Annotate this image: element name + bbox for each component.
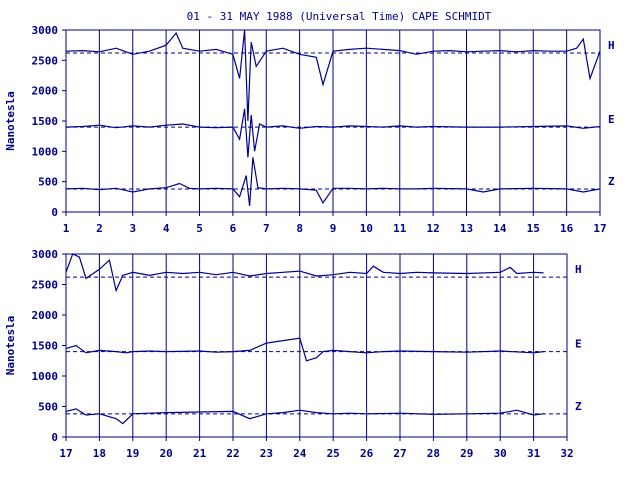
y-tick-label: 0 [51,206,58,219]
y-tick-label: 1500 [32,115,59,128]
series-line-z [65,157,601,206]
chart-title: 01 - 31 MAY 1988 (Universal Time) CAPE S… [187,10,492,23]
x-tick-label: 29 [460,447,473,460]
x-tick-label: 32 [560,447,573,460]
x-tick-label: 9 [330,222,337,235]
series-line-h [65,29,601,122]
x-tick-label: 14 [493,222,507,235]
y-tick-label: 2000 [32,85,59,98]
x-tick-label: 13 [460,222,473,235]
y-tick-label: 1000 [32,145,59,158]
series-line-e [65,108,601,158]
x-tick-label: 4 [163,222,170,235]
x-tick-label: 26 [360,447,374,460]
component-label-z: Z [575,400,582,413]
x-tick-label: 5 [196,222,203,235]
y-tick-label: 0 [51,431,58,444]
plot-frame [65,253,568,438]
x-tick-label: 3 [129,222,136,235]
x-tick-label: 17 [593,222,606,235]
x-tick-label: 11 [393,222,407,235]
x-tick-label: 23 [260,447,273,460]
x-tick-label: 19 [126,447,139,460]
y-tick-label: 1500 [32,340,59,353]
x-tick-label: 30 [494,447,507,460]
y-tick-label: 3000 [32,24,59,37]
series-line-e [65,337,544,362]
x-tick-label: 31 [527,447,541,460]
y-tick-label: 3000 [32,248,59,261]
x-tick-label: 10 [360,222,373,235]
panel-days-1-17: 1 2 3 4 5 6 7 8 9 10 11 12 13 14 15 16 17050010001500200… [4,24,615,235]
y-tick-label: 2500 [32,54,59,67]
x-tick-label: 24 [293,447,307,460]
component-label-z: Z [608,175,615,188]
y-tick-label: 1000 [32,370,59,383]
x-tick-label: 7 [263,222,270,235]
component-label-e: E [608,113,615,126]
y-tick-label: 2500 [32,279,59,292]
x-tick-label: 20 [160,447,173,460]
y-tick-label: 500 [38,401,58,414]
x-tick-label: 22 [226,447,239,460]
y-axis-label: Nanotesla [4,316,17,376]
x-tick-label: 15 [527,222,540,235]
y-tick-label: 500 [38,176,58,189]
x-tick-label: 27 [393,447,406,460]
x-tick-label: 25 [327,447,340,460]
series-line-h [65,253,544,293]
panel-days-17-32: 17 18 19 20 21 22 23 24 25 26 27 28 29 30 31 32 0 500 1000… [4,248,582,460]
x-tick-label: 16 [560,222,574,235]
y-axis-label: Nanotesla [4,91,17,151]
x-tick-label: 12 [427,222,440,235]
component-label-h: H [575,263,582,276]
component-label-e: E [575,338,582,351]
x-tick-label: 1 [63,222,70,235]
y-tick-label: 2000 [32,309,59,322]
x-tick-label: 8 [296,222,303,235]
x-tick-label: 2 [96,222,103,235]
x-tick-label: 17 [59,447,72,460]
series-line-z [65,408,544,425]
x-tick-label: 21 [193,447,207,460]
x-tick-label: 28 [427,447,440,460]
x-tick-label: 18 [93,447,106,460]
component-label-h: H [608,39,615,52]
x-tick-label: 6 [230,222,237,235]
